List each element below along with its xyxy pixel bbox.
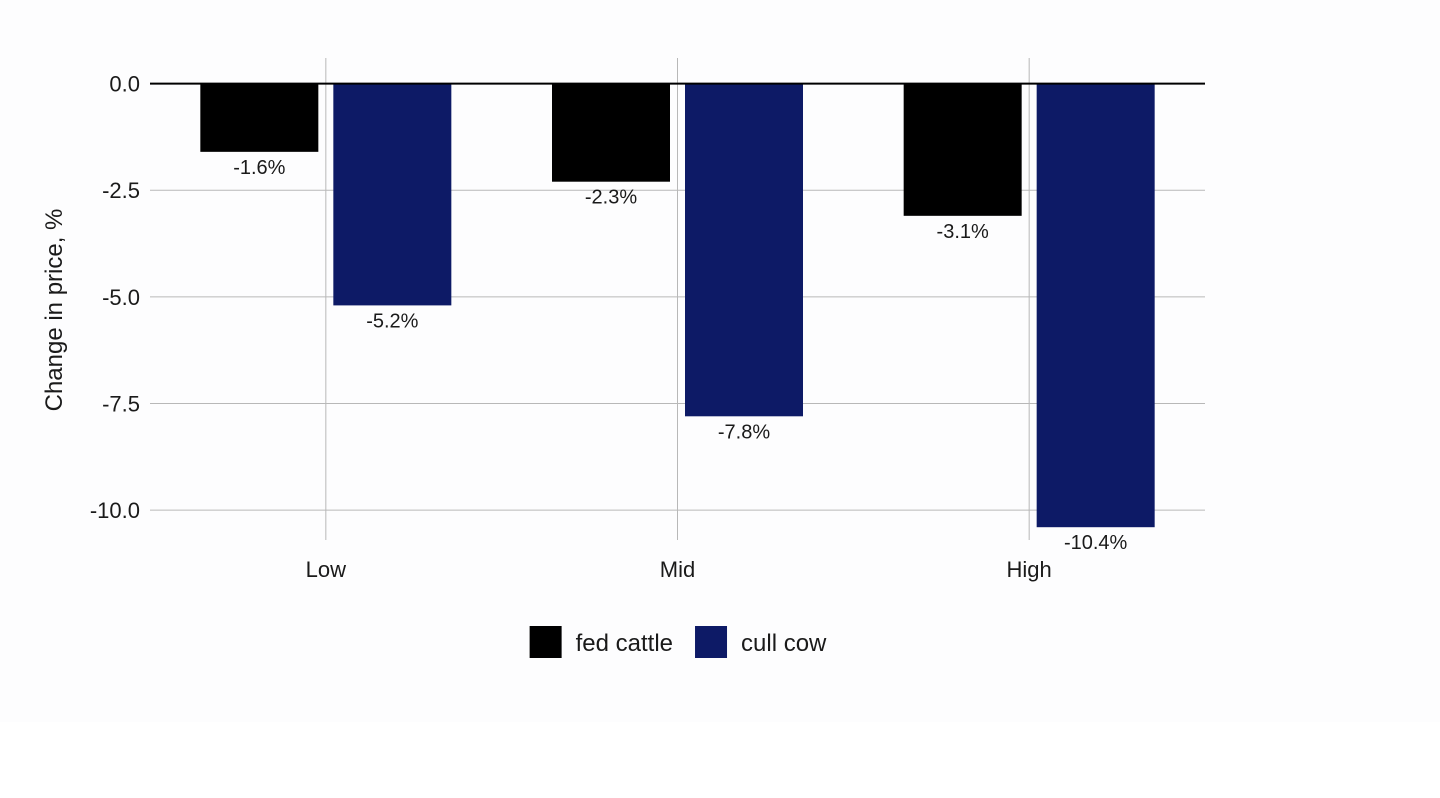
y-tick-label: -10.0	[90, 498, 140, 523]
y-axis-title: Change in price, %	[41, 209, 68, 412]
y-tick-label: 0.0	[109, 72, 140, 97]
data-label: -1.6%	[233, 157, 285, 179]
x-tick-label: Mid	[660, 557, 695, 582]
legend: fed cattle cull cow	[529, 626, 827, 658]
bar	[333, 83, 452, 306]
x-axis: Low Mid High	[306, 557, 1052, 582]
data-label: -5.2%	[366, 310, 418, 332]
legend-label: cull cow	[741, 630, 827, 657]
y-tick-label: -5.0	[102, 285, 140, 310]
bar	[1036, 83, 1155, 528]
bar	[903, 83, 1022, 216]
legend-swatch	[529, 626, 562, 658]
legend-swatch	[695, 626, 728, 658]
bar	[552, 83, 670, 182]
y-tick-label: -2.5	[102, 178, 140, 203]
x-tick-label: High	[1007, 557, 1052, 582]
bar	[685, 83, 803, 417]
bar	[200, 83, 319, 152]
bars	[200, 83, 1155, 528]
data-label: -10.4%	[1064, 532, 1128, 554]
grid-lines	[150, 58, 1205, 540]
data-label: -7.8%	[718, 421, 770, 443]
data-label: -3.1%	[937, 221, 989, 243]
x-tick-label: Low	[306, 557, 346, 582]
data-label: -2.3%	[585, 187, 637, 209]
data-labels: -1.6% -2.3% -3.1% -5.2% -7.8% -10.4%	[233, 157, 1127, 554]
y-tick-label: -7.5	[102, 392, 140, 417]
legend-label: fed cattle	[576, 630, 673, 657]
y-axis: 0.0 -2.5 -5.0 -7.5 -10.0	[90, 72, 140, 524]
